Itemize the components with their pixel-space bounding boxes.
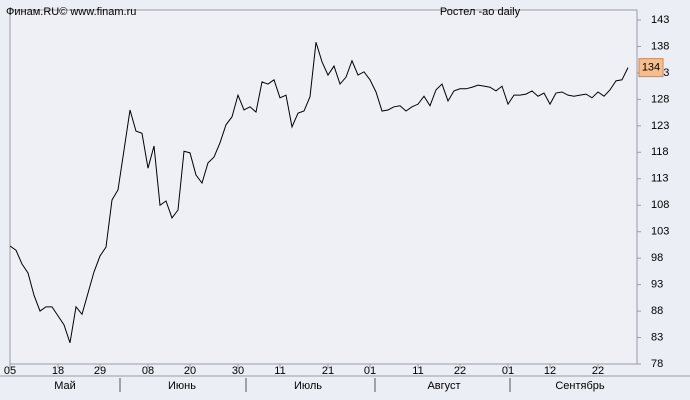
y-tick-label: 113 [651, 173, 669, 185]
x-tick-label: 20 [184, 365, 196, 377]
x-tick-label: 11 [274, 365, 285, 377]
y-tick-label: 88 [651, 305, 663, 317]
current-price-tag [638, 58, 664, 78]
x-tick-label: 29 [94, 365, 106, 377]
y-tick-label: 128 [651, 93, 669, 105]
month-label: Май [54, 380, 76, 392]
y-tick-label: 123 [651, 120, 669, 132]
x-tick-label: 21 [322, 365, 334, 377]
month-label: Июль [294, 380, 322, 392]
y-tick-label: 93 [651, 279, 663, 291]
plot-frame [9, 9, 638, 365]
x-tick-label: 08 [142, 365, 154, 377]
y-tick-label: 138 [651, 40, 669, 52]
y-tick-label: 108 [651, 199, 669, 211]
x-tick-label: 22 [592, 365, 604, 377]
x-tick-label: 18 [52, 365, 64, 377]
x-tick-label: 11 [412, 365, 423, 377]
month-label: Август [427, 380, 460, 392]
month-label: Июнь [168, 380, 196, 392]
x-tick-label: 01 [364, 365, 376, 377]
x-tick-label: 12 [544, 365, 556, 377]
source: Финам.RU© www.finam.ru [6, 6, 136, 18]
x-tick-label: 22 [454, 365, 466, 377]
y-tick-label: 83 [651, 331, 663, 343]
y-tick-label: 78 [651, 358, 663, 370]
x-tick-label: 01 [502, 365, 514, 377]
chart-title: Ростел -ао daily [440, 6, 521, 18]
month-label: Сентябрь [555, 380, 605, 392]
x-tick-label: 05 [4, 365, 16, 377]
y-tick-label: 98 [651, 252, 663, 264]
y-tick-label: 143 [651, 14, 669, 26]
y-tick-label: 118 [651, 146, 669, 158]
price-line [9, 42, 629, 343]
current-price-label: 134 [642, 62, 660, 74]
x-tick-label: 30 [232, 365, 244, 377]
y-tick-label: 103 [651, 226, 669, 238]
